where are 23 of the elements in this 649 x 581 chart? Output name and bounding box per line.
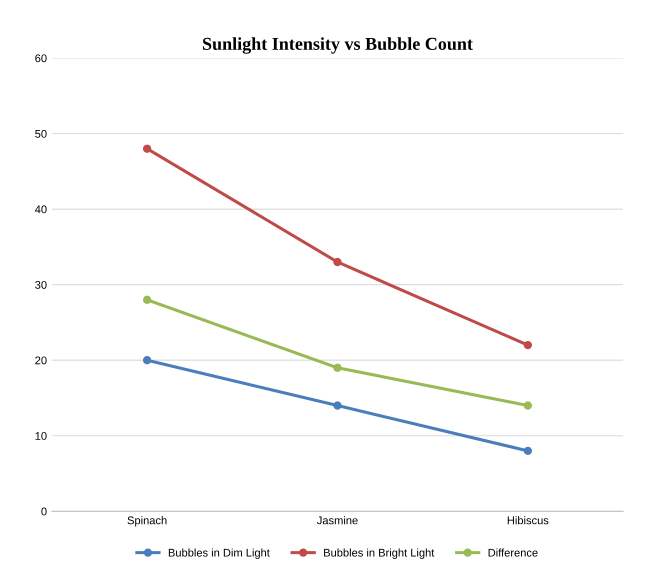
point: [524, 401, 532, 410]
x-tick-label: Jasmine: [316, 516, 358, 524]
y-tick-label: 50: [35, 130, 47, 138]
point: [142, 144, 152, 153]
legend-label: Difference: [488, 548, 538, 557]
point: [524, 340, 532, 350]
x-tick-label: Spinach: [128, 516, 166, 526]
chart-title: Sunlight Intensity vs Bubble Count: [202, 37, 473, 54]
point: [142, 296, 152, 304]
legend-label: Bubbles in Dim Light: [168, 548, 270, 559]
legend-label: Bubbles in Bright Light: [324, 548, 434, 559]
y-tick-label: 0: [41, 508, 47, 516]
y-tick-label: 10: [36, 432, 47, 440]
y-tick-label: 30: [35, 280, 47, 289]
point: [524, 446, 532, 456]
y-tick-label: 60: [35, 54, 47, 62]
point: [333, 258, 342, 266]
point: [333, 364, 342, 372]
point: [142, 356, 152, 364]
y-tick-label: 40: [34, 205, 47, 214]
y-tick-label: 20: [35, 356, 47, 364]
point: [333, 401, 342, 410]
x-tick-label: Hibiscus: [508, 516, 548, 524]
